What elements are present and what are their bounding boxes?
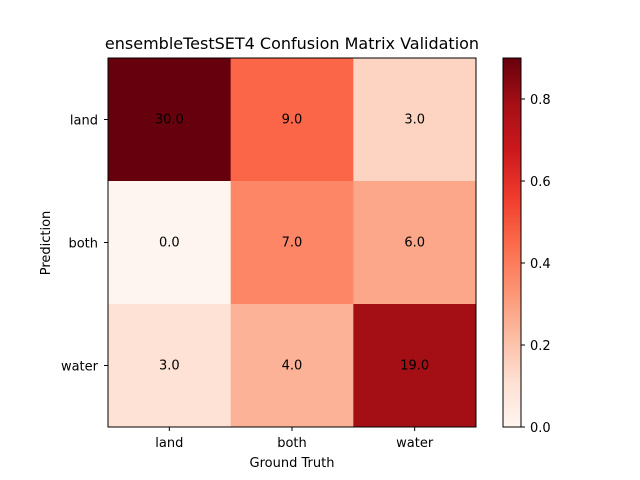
x-axis-label: Ground Truth [250, 456, 335, 471]
colorbar-tick-label: 0.6 [530, 175, 551, 190]
heatmap-cell-land-water [353, 58, 477, 182]
cell-value-label: 19.0 [400, 359, 429, 374]
y-tick-label: land [70, 114, 98, 129]
y-axis-label: Prediction [39, 211, 54, 276]
colorbar-tick-label: 0.4 [530, 257, 551, 272]
y-axis-ticks: land both water [61, 114, 108, 375]
heatmap-cell-water-both [230, 304, 354, 428]
heatmap-cell-both-water [353, 181, 477, 305]
heatmap-cell-both-both [230, 181, 354, 305]
heatmap-cells [108, 58, 477, 428]
cell-value-label: 6.0 [404, 236, 425, 251]
heatmap-cell-land-both [230, 58, 354, 182]
heatmap-cell-water-land [108, 304, 232, 428]
colorbar [502, 57, 522, 428]
cell-value-label: 0.0 [159, 236, 180, 251]
colorbar-tick-label: 0.0 [530, 421, 551, 436]
cell-value-labels: 30.0 9.0 3.0 0.0 7.0 6.0 3.0 4.0 19.0 [155, 113, 429, 374]
x-tick-label: both [277, 436, 307, 451]
heatmap-cell-water-water [353, 304, 477, 428]
cell-value-label: 7.0 [282, 236, 303, 251]
heatmap-cell-land-land [108, 58, 232, 182]
cell-value-label: 30.0 [155, 113, 184, 128]
cell-value-label: 4.0 [282, 359, 303, 374]
y-tick-label: water [61, 360, 99, 375]
colorbar-tick-label: 0.8 [530, 93, 551, 108]
y-tick-label: both [68, 237, 98, 252]
heatmap-cell-both-land [108, 181, 232, 305]
x-tick-label: water [396, 436, 434, 451]
x-tick-label: land [155, 436, 183, 451]
colorbar-tick-label: 0.2 [530, 339, 551, 354]
x-axis-ticks: land both water [155, 427, 434, 451]
cell-value-label: 9.0 [282, 113, 303, 128]
cell-value-label: 3.0 [404, 113, 425, 128]
chart-title: ensembleTestSET4 Confusion Matrix Valida… [105, 34, 479, 53]
cell-value-label: 3.0 [159, 359, 180, 374]
colorbar-ticks: 0.0 0.2 0.4 0.6 0.8 [521, 93, 551, 436]
